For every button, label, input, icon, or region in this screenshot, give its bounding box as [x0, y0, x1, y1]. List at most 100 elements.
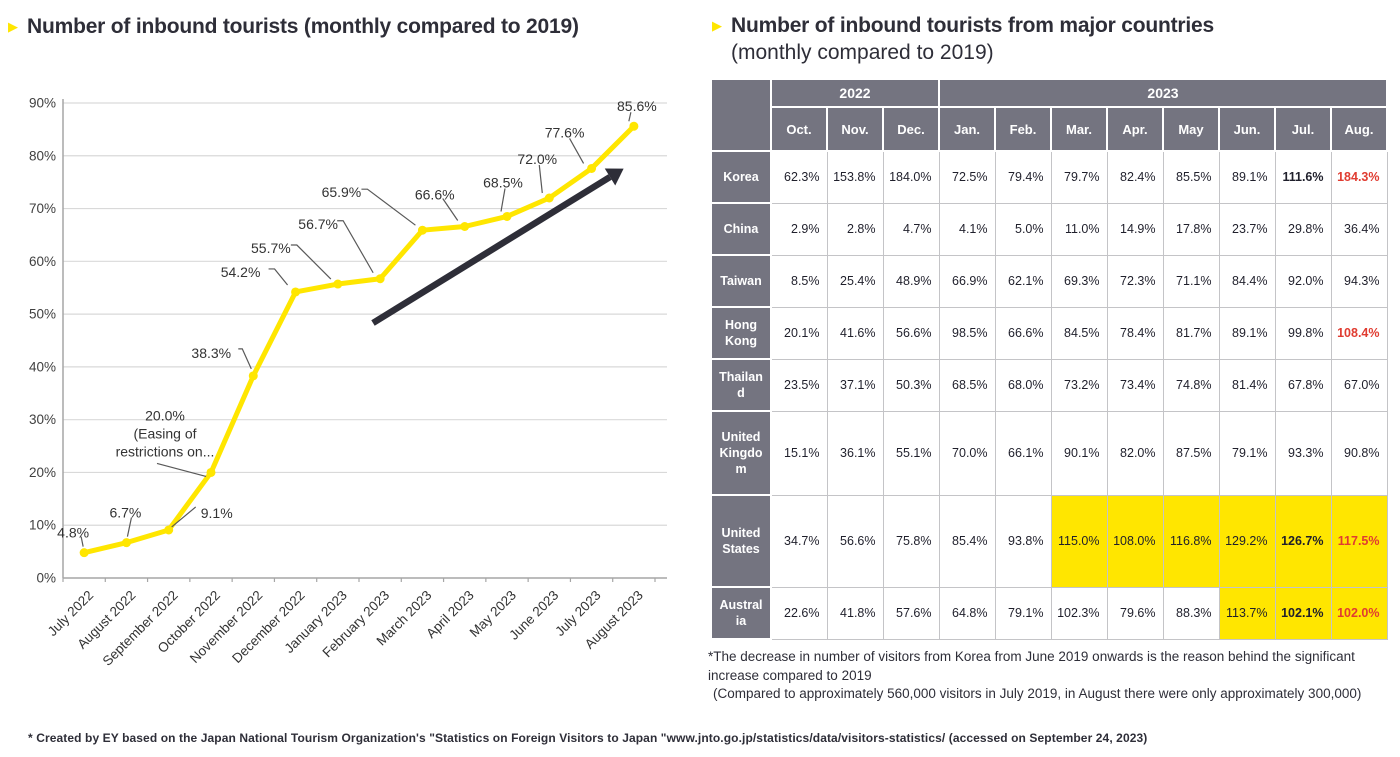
- country-comparison-table: 2022 2023 Oct. Nov. Dec. Jan. Feb. Mar. Apr. May J…: [710, 78, 1388, 640]
- table-cell: 36.1%: [826, 410, 884, 496]
- data-label: 4.8%: [57, 525, 89, 541]
- table-cell: 57.6%: [882, 586, 940, 640]
- table-cell: 93.3%: [1274, 410, 1332, 496]
- table-cell: 71.1%: [1162, 254, 1220, 308]
- table-cell: 66.1%: [994, 410, 1052, 496]
- table-cell: 79.1%: [1218, 410, 1276, 496]
- month-header: Aug.: [1330, 106, 1388, 152]
- table-cell: 62.3%: [770, 150, 828, 204]
- table-row: Thailan d 23.5% 37.1% 50.3% 68.5% 68.0% 73.2% 7…: [710, 358, 1388, 412]
- svg-text:September 2022: September 2022: [100, 588, 181, 669]
- table-cell: 184.3%: [1330, 150, 1388, 204]
- table-cell: 82.4%: [1106, 150, 1164, 204]
- table-cell: 108.0%: [1106, 494, 1164, 588]
- table-cell: 23.7%: [1218, 202, 1276, 256]
- table-cell: 184.0%: [882, 150, 940, 204]
- trend-arrow-icon: [371, 168, 624, 326]
- svg-text:70%: 70%: [29, 201, 56, 216]
- table-cell: 79.1%: [994, 586, 1052, 640]
- table-row: Austral ia 22.6% 41.8% 57.6% 64.8% 79.1% 102.3…: [710, 586, 1388, 640]
- table-cell: 87.5%: [1162, 410, 1220, 496]
- axes: [62, 99, 667, 582]
- svg-text:60%: 60%: [29, 254, 56, 269]
- left-chart-title-row: ▶ Number of inbound tourists (monthly co…: [8, 13, 688, 40]
- table-cell: 102.3%: [1050, 586, 1108, 640]
- table-title-line1: Number of inbound tourists from major co…: [731, 14, 1214, 37]
- right-table-title-row: ▶ Number of inbound tourists from major …: [712, 12, 1392, 66]
- month-header: Oct.: [770, 106, 828, 152]
- svg-text:November 2022: November 2022: [187, 588, 266, 667]
- table-cell: 70.0%: [938, 410, 996, 496]
- table-cell: 85.4%: [938, 494, 996, 588]
- footnote-paragraph-2: (Compared to approximately 560,000 visit…: [713, 686, 1362, 701]
- table-cell: 23.5%: [770, 358, 828, 412]
- table-cell: 84.4%: [1218, 254, 1276, 308]
- table-cell: 66.6%: [994, 306, 1052, 360]
- svg-text:20%: 20%: [29, 465, 56, 480]
- table-cell: 5.0%: [994, 202, 1052, 256]
- table-cell: 108.4%: [1330, 306, 1388, 360]
- table-cell: 129.2%: [1218, 494, 1276, 588]
- table-cell: 69.3%: [1050, 254, 1108, 308]
- year-header: 2022: [770, 78, 940, 108]
- table-cell: 74.8%: [1162, 358, 1220, 412]
- table-cell: 81.7%: [1162, 306, 1220, 360]
- svg-text:30%: 30%: [29, 412, 56, 427]
- data-label: 77.6%: [545, 124, 585, 140]
- country-label: Hong Kong: [710, 306, 772, 360]
- table-cell: 79.6%: [1106, 586, 1164, 640]
- table-cell: 68.5%: [938, 358, 996, 412]
- table-row: Korea 62.3% 153.8% 184.0% 72.5% 79.4% 79.7% 82.…: [710, 150, 1388, 204]
- table-cell: 62.1%: [994, 254, 1052, 308]
- table-corner-cell: [710, 78, 772, 152]
- month-header: Mar.: [1050, 106, 1108, 152]
- table-cell: 66.9%: [938, 254, 996, 308]
- table-cell: 67.0%: [1330, 358, 1388, 412]
- data-label: 55.7%: [251, 240, 291, 256]
- table-title-line2: (monthly compared to 2019): [731, 41, 994, 64]
- table-cell: 41.6%: [826, 306, 884, 360]
- data-label: 56.7%: [298, 216, 338, 232]
- table-cell: 79.4%: [994, 150, 1052, 204]
- table-cell: 34.7%: [770, 494, 828, 588]
- source-attribution: * Created by EY based on the Japan Natio…: [28, 731, 1148, 745]
- left-chart-title: Number of inbound tourists (monthly comp…: [27, 15, 579, 38]
- table-cell: 126.7%: [1274, 494, 1332, 588]
- table-cell: 2.8%: [826, 202, 884, 256]
- table-cell: 81.4%: [1218, 358, 1276, 412]
- table-cell: 113.7%: [1218, 586, 1276, 640]
- table-cell: 64.8%: [938, 586, 996, 640]
- table-cell: 88.3%: [1162, 586, 1220, 640]
- annotation-line: restrictions on...: [116, 443, 215, 459]
- month-header: Apr.: [1106, 106, 1164, 152]
- table-cell: 4.7%: [882, 202, 940, 256]
- table-cell: 15.1%: [770, 410, 828, 496]
- table-cell: 117.5%: [1330, 494, 1388, 588]
- country-label: United States: [710, 494, 772, 588]
- table-cell: 73.4%: [1106, 358, 1164, 412]
- table-cell: 22.6%: [770, 586, 828, 640]
- table-cell: 111.6%: [1274, 150, 1332, 204]
- table-cell: 50.3%: [882, 358, 940, 412]
- y-axis-labels: 0% 10% 20% 30% 40% 50% 60% 70% 80% 90%: [29, 96, 56, 586]
- label-leader-lines: [80, 112, 632, 547]
- title-bullet-icon: ▶: [8, 19, 18, 34]
- svg-text:10%: 10%: [29, 518, 56, 533]
- data-labels: 4.8% 6.7% 9.1% 20.0% (Easing of restrictions …: [57, 98, 657, 540]
- table-cell: 17.8%: [1162, 202, 1220, 256]
- table-cell: 73.2%: [1050, 358, 1108, 412]
- table-cell: 37.1%: [826, 358, 884, 412]
- tourist-line: [81, 123, 637, 556]
- data-label: 85.6%: [617, 98, 657, 114]
- table-cell: 98.5%: [938, 306, 996, 360]
- table-cell: 2.9%: [770, 202, 828, 256]
- svg-text:80%: 80%: [29, 148, 56, 163]
- svg-text:December 2022: December 2022: [229, 588, 308, 667]
- table-cell: 4.1%: [938, 202, 996, 256]
- table-cell: 79.7%: [1050, 150, 1108, 204]
- title-bullet-icon: ▶: [712, 18, 722, 33]
- table-cell: 8.5%: [770, 254, 828, 308]
- month-header: Dec.: [882, 106, 940, 152]
- table-cell: 36.4%: [1330, 202, 1388, 256]
